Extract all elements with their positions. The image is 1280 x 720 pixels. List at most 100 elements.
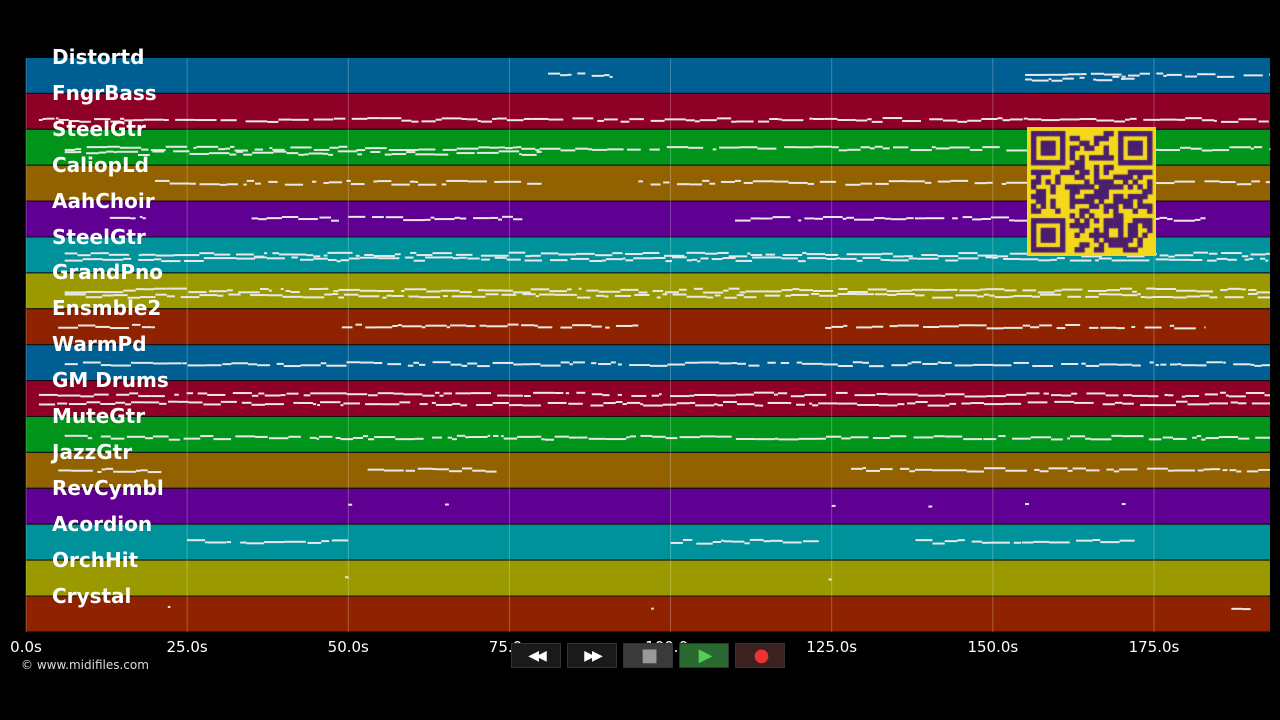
note bbox=[1236, 470, 1242, 473]
note bbox=[167, 605, 171, 608]
play-button[interactable]: ▶ bbox=[679, 643, 729, 668]
note bbox=[689, 183, 703, 186]
note bbox=[382, 403, 400, 406]
note bbox=[350, 183, 365, 186]
note bbox=[949, 146, 970, 149]
note bbox=[907, 402, 916, 405]
note bbox=[183, 437, 201, 440]
note bbox=[620, 120, 630, 123]
note bbox=[496, 117, 507, 120]
note bbox=[566, 288, 572, 291]
note bbox=[590, 404, 604, 407]
note bbox=[881, 252, 893, 255]
note bbox=[100, 364, 111, 367]
note bbox=[749, 538, 764, 541]
note bbox=[476, 403, 493, 406]
note bbox=[267, 294, 283, 297]
note bbox=[331, 293, 339, 296]
note bbox=[853, 218, 875, 221]
record-button[interactable]: ● bbox=[735, 643, 785, 668]
note bbox=[958, 324, 975, 327]
note bbox=[856, 259, 863, 262]
note bbox=[1061, 288, 1083, 291]
note bbox=[931, 146, 936, 149]
note bbox=[1041, 119, 1060, 122]
note bbox=[1117, 363, 1125, 366]
note bbox=[572, 324, 592, 327]
note bbox=[360, 361, 374, 364]
note bbox=[717, 251, 729, 254]
note bbox=[465, 436, 469, 439]
note bbox=[1129, 117, 1137, 120]
note bbox=[1196, 290, 1214, 293]
note bbox=[560, 74, 568, 77]
note bbox=[1162, 436, 1173, 439]
note bbox=[1236, 183, 1241, 186]
note bbox=[178, 254, 200, 257]
note bbox=[386, 294, 392, 297]
note bbox=[1169, 363, 1178, 366]
note bbox=[1027, 401, 1048, 404]
note bbox=[186, 392, 194, 395]
note bbox=[180, 296, 200, 299]
note bbox=[1124, 363, 1132, 366]
note bbox=[377, 392, 394, 395]
note bbox=[828, 578, 832, 581]
note bbox=[236, 257, 256, 260]
note bbox=[493, 254, 509, 257]
note bbox=[1177, 363, 1182, 366]
note bbox=[1164, 393, 1169, 396]
note bbox=[313, 255, 321, 258]
note bbox=[338, 296, 345, 299]
note bbox=[524, 395, 531, 398]
note bbox=[497, 394, 509, 397]
note bbox=[626, 401, 641, 404]
note bbox=[803, 540, 814, 543]
note bbox=[1230, 401, 1238, 404]
note bbox=[404, 148, 419, 151]
stop-button[interactable]: ■ bbox=[623, 643, 673, 668]
note bbox=[1190, 147, 1202, 150]
fast-forward-button[interactable]: ▶▶ bbox=[567, 643, 617, 668]
note bbox=[1081, 362, 1086, 365]
note bbox=[612, 252, 623, 255]
note bbox=[116, 150, 139, 153]
note bbox=[959, 289, 980, 292]
note bbox=[1140, 404, 1157, 407]
note bbox=[1140, 295, 1145, 298]
note bbox=[235, 435, 256, 438]
note bbox=[699, 361, 720, 364]
note bbox=[692, 251, 706, 254]
note bbox=[522, 293, 536, 296]
note bbox=[285, 290, 291, 293]
note bbox=[778, 438, 799, 441]
note bbox=[735, 393, 743, 396]
note bbox=[207, 393, 226, 396]
note bbox=[214, 253, 231, 256]
note bbox=[95, 325, 110, 328]
note bbox=[662, 293, 668, 296]
note bbox=[591, 325, 602, 328]
note bbox=[183, 260, 204, 263]
track-band bbox=[26, 452, 1270, 488]
note bbox=[689, 394, 695, 397]
note bbox=[852, 361, 863, 364]
note bbox=[1200, 217, 1206, 220]
note bbox=[739, 291, 746, 294]
rewind-button[interactable]: ◀◀ bbox=[511, 643, 561, 668]
note bbox=[1013, 541, 1022, 544]
note bbox=[138, 258, 154, 261]
note bbox=[376, 290, 395, 293]
note bbox=[1050, 258, 1057, 261]
note bbox=[1193, 251, 1209, 254]
note bbox=[506, 258, 521, 261]
note bbox=[232, 392, 252, 395]
note bbox=[288, 435, 301, 438]
note bbox=[848, 402, 858, 405]
note bbox=[598, 290, 621, 293]
note bbox=[897, 324, 919, 327]
note bbox=[767, 401, 789, 404]
note bbox=[329, 146, 339, 149]
note bbox=[1250, 147, 1254, 150]
note bbox=[258, 218, 267, 221]
